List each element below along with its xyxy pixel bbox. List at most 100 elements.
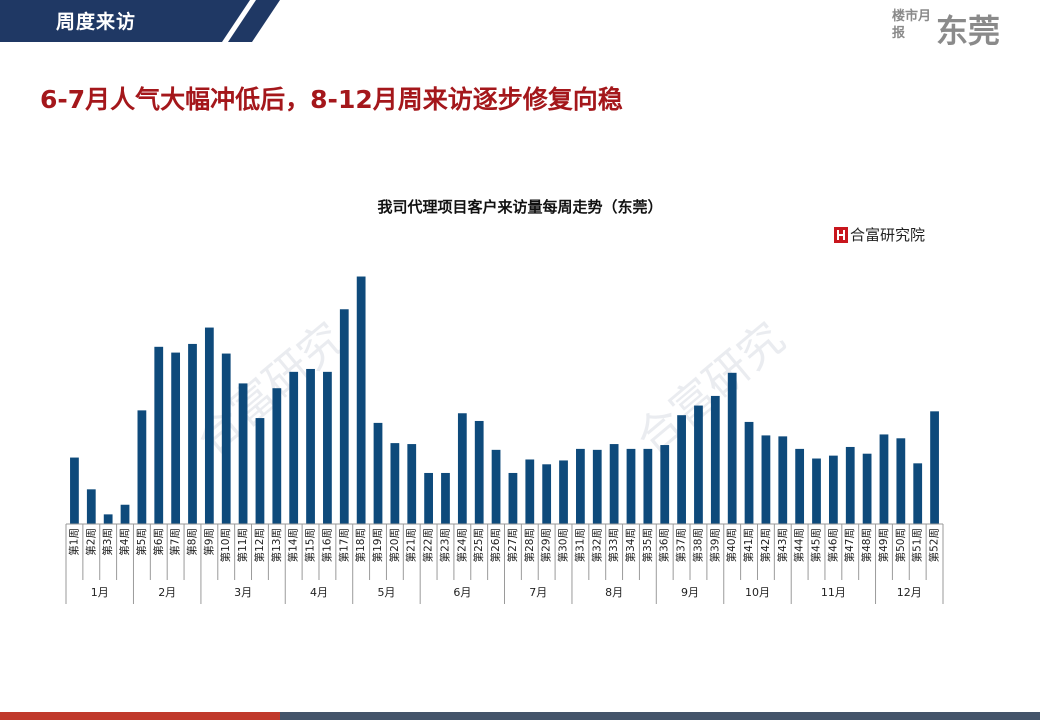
bar (896, 438, 906, 524)
page-headline: 6-7月人气大幅冲低后，8-12月周来访逐步修复向稳 (40, 85, 623, 114)
month-label: 3月 (234, 586, 252, 599)
x-tick-label: 第11周 (236, 528, 249, 562)
bar (694, 405, 703, 524)
x-tick-label: 第2周 (84, 528, 97, 556)
bar (761, 435, 771, 524)
x-tick-label: 第4周 (118, 528, 131, 556)
month-label: 1月 (91, 586, 109, 599)
bar (424, 472, 433, 524)
x-tick-label: 第37周 (675, 528, 688, 562)
x-tick-label: 第52周 (928, 528, 941, 562)
bar (828, 455, 838, 524)
x-tick-label: 第26周 (489, 528, 502, 562)
bar (137, 410, 147, 524)
x-tick-label: 第8周 (185, 528, 198, 556)
x-tick-label: 第47周 (843, 528, 856, 562)
bar (795, 448, 805, 524)
bar (879, 434, 889, 524)
bar (356, 276, 366, 524)
x-axis: 第1周 第2周 第3周 第4周 第5周 第6周 第7周 第8周 第9周 第10周 第11周 第12周第… (65, 523, 944, 604)
bar (188, 343, 197, 524)
bar (643, 448, 653, 524)
bar (592, 449, 602, 524)
bar (778, 436, 788, 524)
x-tick-label: 第14周 (287, 528, 300, 562)
x-tick-label: 第50周 (894, 528, 907, 562)
x-tick-label: 第12周 (253, 528, 266, 562)
x-tick-label: 第34周 (624, 528, 637, 562)
x-tick-label: 第7周 (169, 528, 182, 556)
x-tick-label: 第19周 (371, 528, 384, 562)
bar (508, 472, 518, 524)
x-tick-label: 第13周 (270, 528, 283, 562)
bar (474, 420, 484, 524)
bar (930, 411, 939, 524)
x-tick-label: 第9周 (202, 528, 215, 556)
bar (339, 309, 349, 524)
x-tick-label: 第22周 (422, 528, 435, 562)
bar (323, 371, 332, 524)
x-tick-label: 第51周 (911, 528, 924, 562)
x-tick-label: 第25周 (472, 528, 485, 562)
bar (542, 464, 552, 524)
x-tick-label: 第5周 (135, 528, 148, 556)
bar (70, 457, 79, 524)
x-tick-label: 第33周 (607, 528, 620, 562)
section-title: 周度来访 (56, 11, 137, 33)
x-tick-label: 第40周 (725, 528, 738, 562)
x-tick-label: 第49周 (877, 528, 890, 562)
section-tab (0, 0, 280, 42)
bar (154, 346, 164, 524)
x-tick-label: 第6周 (152, 528, 165, 556)
bar (609, 444, 619, 524)
bar (710, 395, 720, 524)
x-tick-label: 第35周 (641, 528, 654, 562)
month-label: 2月 (158, 586, 176, 599)
x-tick-label: 第20周 (388, 528, 401, 562)
x-tick-label: 第32周 (590, 528, 603, 562)
x-tick-label: 第3周 (101, 528, 114, 556)
legend-label: 合富研究院 (850, 226, 926, 244)
month-label: 8月 (605, 586, 623, 599)
x-tick-label: 第10周 (219, 528, 232, 562)
bar (576, 448, 585, 524)
x-tick-label: 第1周 (67, 528, 80, 556)
month-label: 4月 (310, 586, 328, 599)
x-tick-label: 第28周 (523, 528, 536, 562)
month-label: 5月 (377, 586, 395, 599)
bar (289, 371, 299, 524)
brand-logo: 楼市月报 东莞 (892, 6, 1022, 50)
x-tick-label: 第45周 (810, 528, 823, 562)
bar (660, 445, 670, 524)
chart-title: 我司代理项目客户来访量每周走势（东莞） (377, 198, 663, 216)
month-label: 9月 (681, 586, 699, 599)
bar (913, 463, 923, 524)
bar (171, 352, 181, 524)
bar (272, 388, 282, 524)
x-tick-label: 第36周 (658, 528, 671, 562)
month-label: 12月 (897, 586, 922, 599)
x-tick-label: 第48周 (860, 528, 873, 562)
bar (862, 453, 872, 524)
bar (407, 444, 417, 524)
bar (306, 368, 315, 524)
bar (238, 383, 248, 524)
x-tick-label: 第42周 (759, 528, 772, 562)
x-tick-label: 第38周 (691, 528, 704, 562)
bar (390, 443, 400, 524)
x-tick-label: 第23周 (438, 528, 451, 562)
bar (845, 446, 855, 524)
x-tick-label: 第43周 (776, 528, 789, 562)
brand-city: 东莞 (936, 12, 1001, 50)
month-label: 7月 (529, 586, 547, 599)
legend-logo-icon (834, 227, 848, 243)
bar (727, 372, 737, 524)
bar (677, 415, 686, 524)
x-tick-label: 第29周 (540, 528, 553, 562)
x-tick-label: 第18周 (354, 528, 367, 562)
bar (441, 472, 450, 524)
bar (491, 449, 501, 524)
month-label: 10月 (745, 586, 770, 599)
bar (373, 422, 383, 524)
